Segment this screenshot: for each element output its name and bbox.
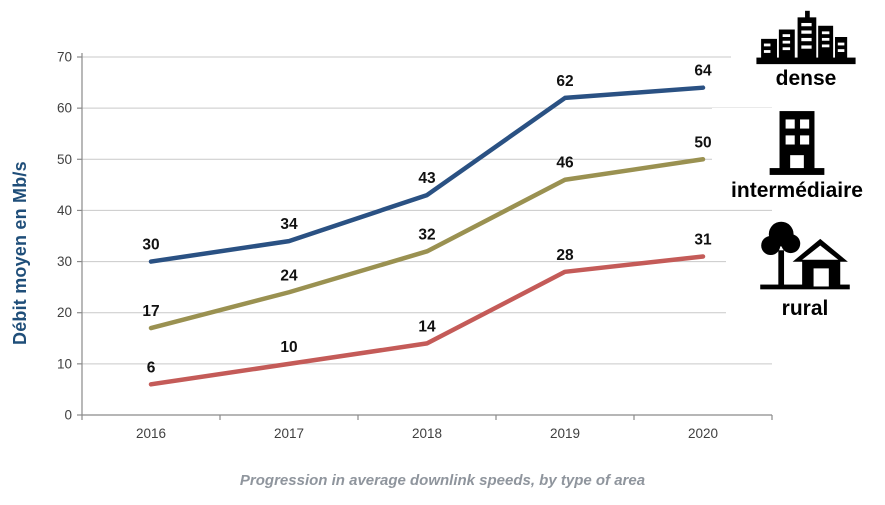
chart-line-dense: [148, 85, 706, 264]
x-tick-label: 2016: [136, 426, 166, 441]
chart-line-intermédiaire: [148, 157, 706, 331]
x-tick-label: 2019: [550, 426, 580, 441]
y-tick-label: 30: [57, 254, 72, 269]
y-tick-label: 40: [57, 203, 72, 218]
data-label-intermédiaire: 32: [418, 226, 435, 243]
x-tick-label: 2018: [412, 426, 442, 441]
data-label-dense: 30: [142, 237, 159, 254]
data-label-intermédiaire: 50: [694, 134, 711, 151]
data-label-dense: 43: [418, 170, 436, 187]
y-tick-label: 0: [64, 408, 72, 423]
legend-item-dense: dense: [731, 8, 881, 91]
y-tick-label: 20: [57, 305, 72, 320]
city-icon: [756, 10, 856, 65]
y-axis-title: Débit moyen en Mb/s: [10, 161, 30, 345]
legend-label-intermediaire: intermédiaire: [731, 179, 863, 202]
legend-label-dense: dense: [775, 67, 837, 90]
data-label-rural: 28: [556, 247, 574, 264]
chart-caption: Progression in average downlink speeds, …: [239, 472, 646, 489]
legend-label-rural: rural: [781, 297, 829, 320]
chart-line-rural: [148, 254, 706, 387]
data-label-intermédiaire: 17: [142, 303, 159, 320]
y-tick-label: 50: [57, 152, 72, 167]
data-label-rural: 14: [418, 318, 436, 335]
data-label-dense: 64: [694, 63, 712, 80]
data-label-intermédiaire: 24: [280, 267, 298, 284]
y-tick-label: 70: [57, 50, 72, 65]
line-chart: 0 10 20 30 40 50 60 70 2016 2017 2018 2019 2020 30 34 4…: [57, 50, 773, 441]
data-label-dense: 62: [556, 73, 573, 90]
data-label-rural: 6: [147, 359, 156, 376]
legend-item-rural: rural: [726, 216, 884, 321]
building-icon: [769, 111, 825, 175]
data-label-dense: 34: [280, 216, 298, 233]
data-label-rural: 31: [694, 231, 712, 248]
x-tick-label: 2020: [688, 426, 718, 441]
legend-item-intermediaire: intermédiaire: [712, 108, 882, 203]
x-tick-label: 2017: [274, 426, 304, 441]
house-icon: [760, 221, 850, 290]
data-label-rural: 10: [280, 339, 297, 356]
data-label-intermédiaire: 46: [556, 155, 574, 172]
y-tick-label: 60: [57, 101, 72, 116]
y-tick-label: 10: [57, 356, 72, 371]
